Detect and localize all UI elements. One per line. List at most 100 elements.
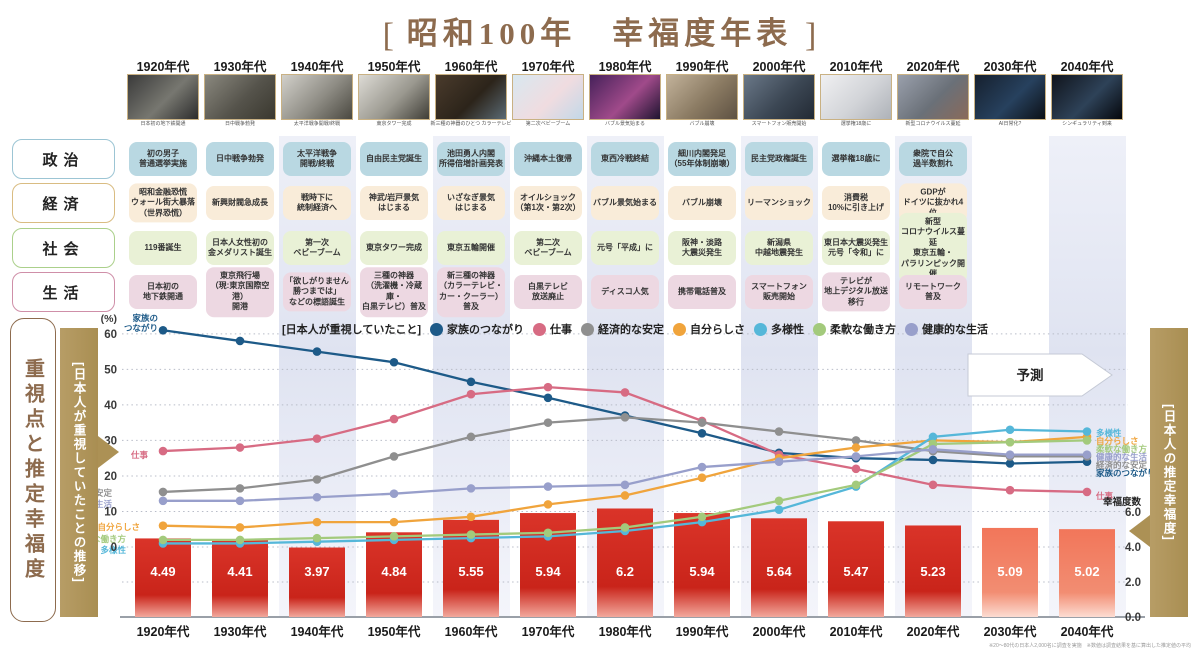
decade-axis-label: 1930年代 xyxy=(213,625,267,639)
decade-axis-label: 1970年代 xyxy=(521,625,575,639)
bar-value-label: 5.47 xyxy=(843,564,868,579)
decade-label: 1920年代 xyxy=(136,60,190,74)
decade-label: 1940年代 xyxy=(290,60,344,74)
left-title-box: 重視点と推定幸福度 xyxy=(10,318,56,622)
decade-photo xyxy=(589,74,661,120)
decade-axis-label: 1940年代 xyxy=(290,625,344,639)
event-box: いざなぎ景気 はじまる xyxy=(437,186,505,220)
happiness-bar xyxy=(212,539,268,617)
series-point xyxy=(235,539,245,548)
event-box: リーマンショック xyxy=(745,186,813,220)
event-box: 白黒テレビ 放送廃止 xyxy=(514,275,582,309)
series-point xyxy=(543,418,553,427)
series-point xyxy=(697,473,707,483)
legend-swatch xyxy=(533,322,546,336)
series-point xyxy=(235,523,245,532)
event-box: 東京飛行場 （現:東京国際空港） 開港 xyxy=(206,267,274,317)
series-point xyxy=(851,443,861,452)
event-box: 民主党政権誕生 xyxy=(745,142,813,176)
event-box: バブル景気始まる xyxy=(591,186,659,220)
page-title: [ 昭和100年 幸福度年表 ] xyxy=(0,8,1199,55)
photo-caption: AI日常化? xyxy=(998,121,1022,127)
bar-value-label: 4.41 xyxy=(227,564,252,579)
legend-swatch xyxy=(430,322,443,336)
series-point xyxy=(235,336,245,346)
series-point xyxy=(851,464,861,474)
decade-label: 1950年代 xyxy=(367,60,421,74)
photo-caption: 日中戦争勃発 xyxy=(224,121,255,127)
event-box: 119番誕生 xyxy=(129,231,197,265)
category-label-3: 生活 xyxy=(12,272,115,312)
series-point xyxy=(851,482,861,491)
event-box: 初の男子 普通選挙実施 xyxy=(129,142,197,176)
decade-label: 1990年代 xyxy=(675,60,729,74)
series-point xyxy=(158,325,168,335)
title-bracket-left: [ xyxy=(382,17,394,54)
series-point xyxy=(851,436,861,445)
series-point xyxy=(697,418,707,427)
series-point xyxy=(697,512,707,522)
series-point xyxy=(851,452,861,461)
legend-swatch xyxy=(754,322,767,336)
left-axis-tick: 0 xyxy=(111,542,117,554)
event-box: テレビが 地上デジタル放送 移行 xyxy=(822,272,890,312)
left-axis-tick: 20 xyxy=(104,471,117,483)
decade-axis-label: 2030年代 xyxy=(983,625,1037,639)
series-point xyxy=(158,496,168,506)
decade-photo xyxy=(127,74,199,120)
event-box: 東西冷戦終結 xyxy=(591,142,659,176)
series-start-label: 家族のつながり xyxy=(124,313,158,333)
series-point xyxy=(543,382,553,392)
decade-axis-label: 2040年代 xyxy=(1060,625,1114,639)
event-box: 太平洋戦争 開戦/終戦 xyxy=(283,142,351,176)
happiness-bar xyxy=(828,521,884,617)
event-box: 日中戦争勃発 xyxy=(206,142,274,176)
event-box: 新興財閥急成長 xyxy=(206,186,274,220)
decade-label: 2000年代 xyxy=(752,60,806,74)
legend-label: 健康的な生活 xyxy=(922,324,988,336)
series-point xyxy=(389,517,399,527)
right-ribbon-arrow xyxy=(1129,515,1150,547)
series-point xyxy=(389,452,399,461)
series-point xyxy=(1005,437,1015,447)
event-box: 池田勇人内閣 所得倍増計画発表 xyxy=(437,142,505,176)
series-point xyxy=(158,539,168,548)
left-axis-unit: (%) xyxy=(101,313,117,325)
right-ribbon: [日本人の推定幸福度] xyxy=(1150,328,1188,617)
decade-axis-label: 2000年代 xyxy=(752,625,806,639)
decade-photo xyxy=(666,74,738,120)
legend-label: 柔軟な働き方 xyxy=(830,324,896,336)
decade-photo xyxy=(512,74,584,120)
left-ribbon-text: [日本人が重視していたことの推移] xyxy=(71,361,86,584)
event-box: ディスコ人気 xyxy=(591,275,659,309)
bar-value-label: 4.84 xyxy=(381,564,407,579)
event-box: 衆院で自公 過半数割れ xyxy=(899,142,967,176)
title-bracket-right: ] xyxy=(805,17,817,54)
event-box: 消費税 10%に引き上げ xyxy=(822,186,890,220)
photo-caption: バブル景気始まる xyxy=(604,121,645,127)
happiness-bar xyxy=(520,513,576,617)
decade-axis-label: 1990年代 xyxy=(675,625,729,639)
legend-swatch xyxy=(673,322,686,336)
series-point xyxy=(235,443,245,452)
decade-axis-label: 2010年代 xyxy=(829,625,883,639)
event-box: 日本初の 地下鉄開通 xyxy=(129,275,197,309)
series-point xyxy=(1005,450,1015,459)
event-box: 沖縄本土復帰 xyxy=(514,142,582,176)
decade-photo xyxy=(358,74,430,120)
event-box: 「欲しがりません 勝つまでは」 などの標語誕生 xyxy=(283,272,351,312)
series-start-label: 多様性 xyxy=(100,545,126,555)
category-label-1: 経済 xyxy=(12,183,115,223)
title-text: 昭和100年 幸福度年表 xyxy=(406,16,793,51)
series-start-label: 仕事 xyxy=(130,450,149,460)
photo-caption: 太平洋戦争開戦/終戦 xyxy=(293,121,341,127)
series-point xyxy=(543,482,553,491)
series-point xyxy=(389,489,399,499)
happiness-bar xyxy=(674,513,730,617)
event-box: オイルショック （第1次・第2次） xyxy=(514,186,582,220)
decade-label: 2010年代 xyxy=(829,60,883,74)
legend-label: 自分らしさ xyxy=(690,324,745,336)
background-band xyxy=(1048,136,1126,617)
series-point xyxy=(389,414,399,424)
photo-caption: バブル崩壊 xyxy=(689,121,715,127)
